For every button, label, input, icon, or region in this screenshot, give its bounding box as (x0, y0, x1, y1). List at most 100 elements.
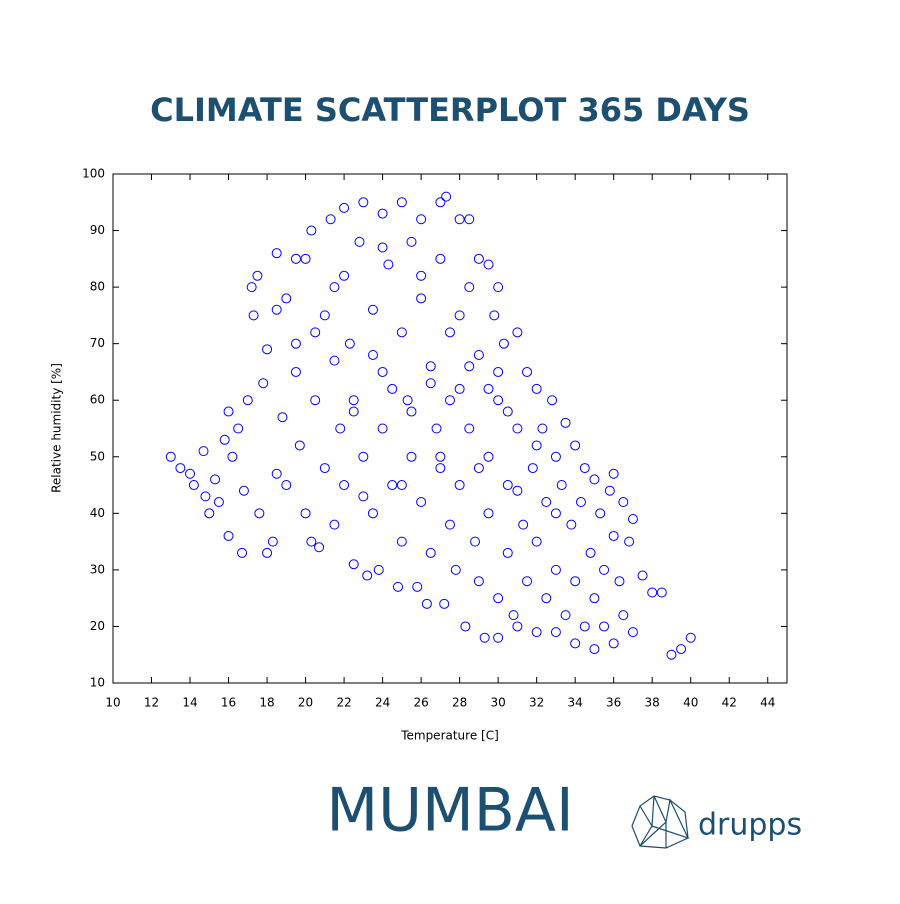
data-point (248, 310, 259, 321)
data-point (502, 406, 513, 417)
x-tick-label: 30 (491, 696, 506, 710)
logo-outline (631, 795, 689, 849)
y-tick-label: 70 (90, 336, 105, 350)
data-point (589, 644, 600, 655)
x-tick-label: 24 (375, 696, 390, 710)
data-point (367, 304, 378, 315)
data-point (306, 536, 317, 547)
chart-title: CLIMATE SCATTERPLOT 365 DAYS (150, 91, 750, 129)
x-tick-label: 36 (606, 696, 621, 710)
data-point (175, 463, 186, 474)
city-name: MUMBAI (326, 776, 573, 846)
data-point (393, 581, 404, 592)
data-point (531, 536, 542, 547)
data-point (445, 519, 455, 530)
data-point (450, 564, 461, 575)
data-point (254, 508, 265, 519)
data-point (685, 632, 696, 643)
data-point (300, 508, 311, 519)
y-tick-label: 40 (90, 506, 105, 520)
data-point (435, 451, 446, 462)
x-tick-label: 10 (105, 696, 120, 710)
data-point (589, 593, 600, 604)
logo-facets (639, 795, 690, 848)
data-point (550, 627, 561, 638)
data-point (383, 259, 394, 270)
data-point (242, 395, 253, 406)
data-point (541, 593, 552, 604)
data-point (271, 304, 282, 315)
data-point (473, 253, 484, 264)
data-point (310, 395, 321, 406)
data-point (252, 270, 263, 281)
data-point (473, 463, 484, 474)
data-point (319, 310, 330, 321)
data-point (637, 570, 648, 581)
data-point (483, 451, 494, 462)
data-point (396, 197, 407, 208)
data-point (227, 451, 238, 462)
data-point (608, 468, 619, 479)
data-point (213, 497, 224, 508)
data-point (470, 536, 481, 547)
data-point (344, 338, 355, 349)
x-tick-label: 32 (529, 696, 544, 710)
x-tick-label: 42 (722, 696, 737, 710)
data-point (454, 310, 465, 321)
data-point (339, 202, 350, 213)
data-point (396, 327, 407, 338)
data-point (518, 519, 529, 530)
data-point (314, 542, 325, 553)
data-point (329, 519, 340, 530)
data-point (306, 225, 317, 236)
data-point (522, 366, 533, 377)
data-point (377, 242, 388, 253)
x-axis-label: Temperature [C] (400, 729, 499, 743)
data-point (262, 547, 273, 558)
data-point (406, 451, 417, 462)
data-point (188, 480, 199, 491)
data-point (473, 576, 484, 587)
data-point (310, 327, 321, 338)
data-point (396, 480, 407, 491)
data-point (348, 395, 359, 406)
data-point (676, 644, 687, 655)
data-point (281, 480, 292, 491)
data-point (198, 446, 209, 457)
data-point (325, 214, 336, 225)
data-point (425, 378, 436, 389)
data-point (271, 248, 282, 259)
data-point (454, 480, 465, 491)
data-point (377, 366, 388, 377)
data-point (489, 310, 500, 321)
data-point (647, 587, 658, 598)
data-point (367, 349, 378, 360)
data-point (416, 214, 427, 225)
data-point (329, 282, 340, 293)
data-point (335, 423, 346, 434)
x-tick-label: 38 (645, 696, 660, 710)
data-point (300, 253, 311, 264)
data-point (464, 214, 475, 225)
data-point (512, 423, 523, 434)
x-tick-label: 28 (452, 696, 467, 710)
x-tick-label: 26 (413, 696, 428, 710)
x-tick-label: 20 (298, 696, 313, 710)
x-tick-label: 40 (683, 696, 698, 710)
data-point (531, 440, 542, 451)
data-point (416, 293, 427, 304)
data-point (441, 191, 452, 202)
data-point (493, 395, 504, 406)
x-tick-label: 14 (182, 696, 197, 710)
data-point (246, 282, 257, 293)
y-tick-label: 60 (90, 393, 105, 407)
data-point (483, 259, 494, 270)
data-point (522, 576, 533, 587)
data-point (579, 463, 590, 474)
data-point (624, 536, 635, 547)
data-point (377, 208, 388, 219)
data-point (165, 451, 176, 462)
data-point (512, 327, 523, 338)
data-point (339, 480, 350, 491)
data-point (547, 395, 558, 406)
